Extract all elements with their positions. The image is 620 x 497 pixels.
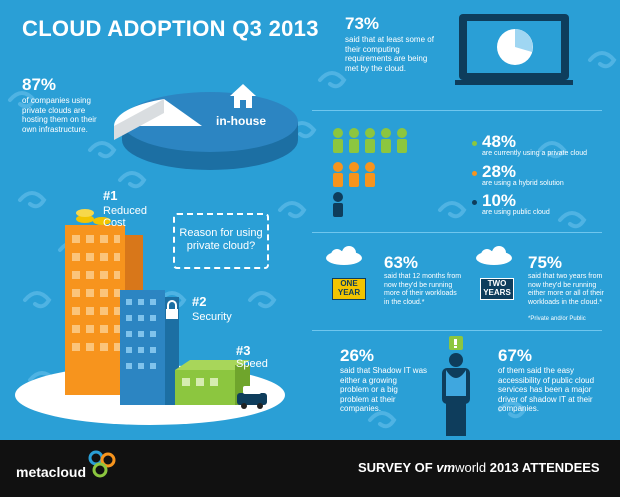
survey-suffix: 2013 ATTENDEES [489,460,600,475]
forecast-one-year-stat: 63% [384,253,419,272]
swirl-pattern [8,51,617,429]
computing-text: said that at least some of their computi… [345,35,434,73]
usage-private-text: are currently using a private cloud [482,150,588,157]
cloud-refresh-icon [476,246,512,265]
legend-dot-hybrid [472,171,477,176]
reason-callout-text: Reason for using private cloud? [179,227,263,252]
reason-3-label: Speed [236,358,268,370]
person-alert-icon [442,336,470,436]
lock-key-icon [166,300,178,319]
forecast-one-year-text: said that 12 months from now they'd be r… [384,273,462,306]
cloud-refresh-icon [326,246,362,265]
divider [312,110,602,111]
computing-stat: 73% [345,14,380,33]
forecast-two-years-stat: 75% [528,253,563,272]
reason-2-label: Security [192,311,232,323]
metacloud-logo-text: metacloud [16,464,87,480]
reason-callout-box: Reason for using private cloud? [173,213,269,269]
world-brand: world [455,460,487,475]
usage-public-stat: 10% [482,191,517,210]
divider [312,232,602,233]
footer-bar: metacloud SURVEY OF vmworld 2013 ATTENDE… [0,440,620,497]
shadow-driver-stat: 67% [498,346,533,365]
people-icon-group [333,128,407,217]
house-icon [230,84,256,108]
reason-1-label: Reduced Cost [103,205,148,229]
two-years-badge: TWO YEARS [480,278,514,300]
private-hosting-text: of companies using private clouds are ho… [22,96,97,134]
monitor-icon [455,14,573,85]
survey-prefix: SURVEY OF [358,460,433,475]
shadow-it-text: said that Shadow IT was either a growing… [340,366,428,413]
reason-2-rank: #2 [192,294,207,309]
pie-label-in-house: in-house [216,114,266,128]
forecast-footnote: *Private and/or Public [528,316,586,322]
shadow-driver-text: of them said the easy accessibility of p… [498,366,595,413]
legend-dot-private [472,141,477,146]
city-illustration [15,209,285,425]
divider [312,330,602,331]
legend-dot-public [472,200,477,205]
private-hosting-stat: 87% [22,75,57,94]
usage-private-stat: 48% [482,132,517,151]
usage-hybrid-stat: 28% [482,162,517,181]
usage-hybrid-text: are using a hybrid solution [482,180,564,187]
forecast-two-years-text: said that two years from now they'd be r… [528,273,604,306]
in-house-pie-chart [114,92,298,170]
survey-label: SURVEY OF vmworld 2013 ATTENDEES [358,460,600,475]
one-year-badge: ONE YEAR [332,278,366,300]
shadow-it-stat: 26% [340,346,375,365]
metacloud-swirl-logo-icon [88,450,116,478]
reason-1-rank: #1 [103,188,118,203]
usage-public-text: are using public cloud [482,209,550,216]
page-title: CLOUD ADOPTION Q3 2013 [22,16,319,41]
reason-3-rank: #3 [236,343,251,358]
vm-brand: vm [436,460,456,475]
